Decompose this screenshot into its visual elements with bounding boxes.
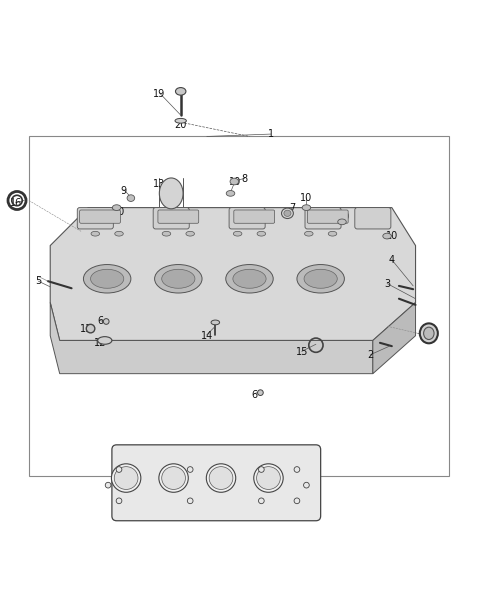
Text: 6: 6 bbox=[251, 390, 257, 400]
FancyBboxPatch shape bbox=[355, 208, 391, 229]
Ellipse shape bbox=[115, 231, 123, 236]
Ellipse shape bbox=[297, 264, 344, 293]
FancyBboxPatch shape bbox=[80, 210, 120, 223]
Text: 6: 6 bbox=[97, 316, 103, 327]
Text: 10: 10 bbox=[300, 193, 312, 203]
Ellipse shape bbox=[86, 324, 95, 333]
Text: 5: 5 bbox=[35, 276, 41, 286]
Text: 19: 19 bbox=[153, 89, 166, 99]
Ellipse shape bbox=[114, 466, 138, 489]
Polygon shape bbox=[50, 302, 373, 374]
Ellipse shape bbox=[420, 324, 438, 343]
Ellipse shape bbox=[162, 269, 195, 288]
FancyBboxPatch shape bbox=[234, 210, 275, 223]
Ellipse shape bbox=[304, 231, 313, 236]
Ellipse shape bbox=[258, 390, 263, 396]
Ellipse shape bbox=[303, 482, 309, 488]
Ellipse shape bbox=[383, 234, 391, 239]
Ellipse shape bbox=[338, 219, 346, 224]
Text: 4: 4 bbox=[389, 255, 395, 265]
Ellipse shape bbox=[328, 231, 337, 236]
Ellipse shape bbox=[209, 466, 233, 489]
Text: 8: 8 bbox=[242, 174, 248, 184]
Ellipse shape bbox=[162, 231, 171, 236]
Text: 13: 13 bbox=[153, 179, 166, 189]
Text: 10: 10 bbox=[229, 177, 241, 186]
Ellipse shape bbox=[233, 269, 266, 288]
Ellipse shape bbox=[226, 191, 235, 196]
Ellipse shape bbox=[226, 264, 273, 293]
Ellipse shape bbox=[111, 464, 141, 492]
Text: 10: 10 bbox=[386, 231, 398, 241]
Ellipse shape bbox=[206, 464, 236, 492]
Text: 2: 2 bbox=[367, 350, 373, 360]
Text: 20: 20 bbox=[175, 120, 187, 129]
Ellipse shape bbox=[302, 204, 311, 211]
Ellipse shape bbox=[284, 210, 291, 217]
Ellipse shape bbox=[259, 498, 264, 504]
Ellipse shape bbox=[155, 264, 202, 293]
Ellipse shape bbox=[230, 178, 239, 185]
Text: 15: 15 bbox=[296, 347, 308, 358]
FancyBboxPatch shape bbox=[112, 445, 321, 521]
Ellipse shape bbox=[176, 88, 186, 95]
Ellipse shape bbox=[175, 119, 186, 123]
Ellipse shape bbox=[127, 195, 135, 201]
Ellipse shape bbox=[116, 466, 122, 473]
Ellipse shape bbox=[257, 466, 280, 489]
FancyBboxPatch shape bbox=[229, 208, 265, 229]
Ellipse shape bbox=[187, 498, 193, 504]
Text: 7: 7 bbox=[289, 203, 295, 212]
Text: 12: 12 bbox=[94, 338, 106, 348]
Polygon shape bbox=[50, 208, 416, 341]
Ellipse shape bbox=[159, 464, 188, 492]
Ellipse shape bbox=[304, 269, 337, 288]
Ellipse shape bbox=[159, 178, 183, 209]
Text: 18: 18 bbox=[208, 511, 220, 521]
Ellipse shape bbox=[281, 208, 293, 218]
Ellipse shape bbox=[103, 319, 109, 324]
Ellipse shape bbox=[91, 269, 124, 288]
Ellipse shape bbox=[233, 231, 242, 236]
Ellipse shape bbox=[294, 498, 300, 504]
Ellipse shape bbox=[254, 464, 283, 492]
Ellipse shape bbox=[97, 336, 112, 344]
FancyBboxPatch shape bbox=[153, 208, 189, 229]
Text: 10: 10 bbox=[113, 208, 125, 217]
Ellipse shape bbox=[84, 264, 131, 293]
Text: 11: 11 bbox=[80, 324, 92, 333]
Text: 9: 9 bbox=[120, 186, 127, 196]
Text: 10: 10 bbox=[338, 212, 350, 222]
Ellipse shape bbox=[116, 498, 122, 504]
FancyBboxPatch shape bbox=[305, 208, 341, 229]
Text: 14: 14 bbox=[201, 331, 213, 341]
Polygon shape bbox=[373, 302, 416, 374]
FancyBboxPatch shape bbox=[77, 208, 113, 229]
Ellipse shape bbox=[294, 466, 300, 473]
FancyBboxPatch shape bbox=[307, 210, 348, 223]
Text: 1: 1 bbox=[268, 129, 274, 139]
Ellipse shape bbox=[162, 466, 185, 489]
Text: 16: 16 bbox=[10, 198, 22, 208]
Text: 3: 3 bbox=[384, 278, 390, 289]
FancyBboxPatch shape bbox=[158, 210, 199, 223]
Ellipse shape bbox=[211, 320, 219, 325]
Text: 17: 17 bbox=[419, 331, 431, 341]
Ellipse shape bbox=[186, 231, 194, 236]
Ellipse shape bbox=[112, 204, 121, 211]
Bar bbox=[29, 137, 449, 476]
Ellipse shape bbox=[105, 482, 111, 488]
Ellipse shape bbox=[187, 466, 193, 473]
Ellipse shape bbox=[424, 327, 434, 339]
Ellipse shape bbox=[259, 466, 264, 473]
Ellipse shape bbox=[257, 231, 265, 236]
Ellipse shape bbox=[91, 231, 99, 236]
